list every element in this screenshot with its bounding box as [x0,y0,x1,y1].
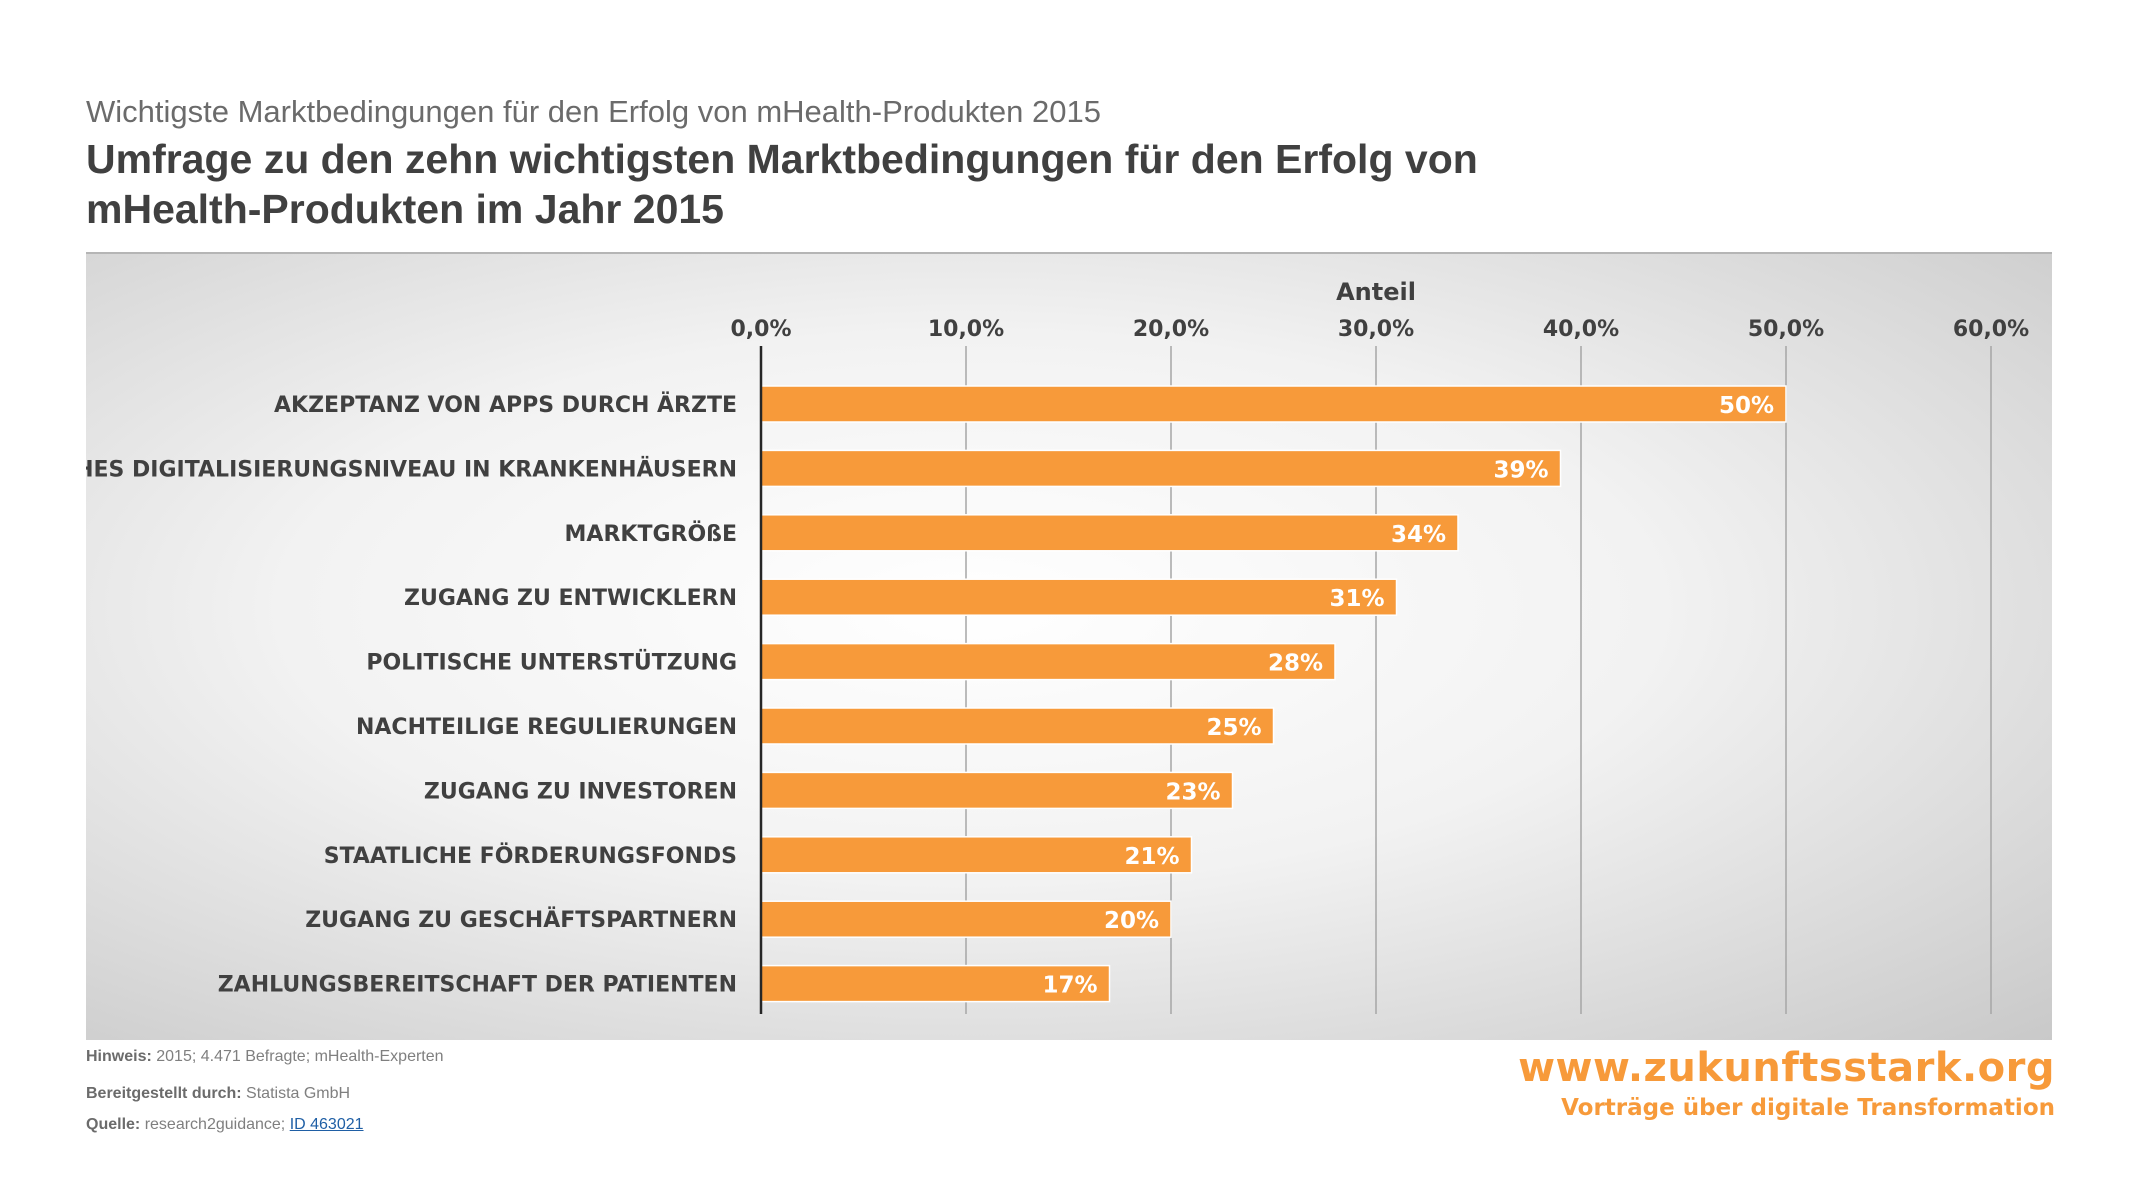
x-tick-label: 60,0% [1953,317,2029,342]
data-label: 39% [1493,457,1548,483]
x-tick-label: 30,0% [1338,317,1414,342]
bar [760,836,1193,874]
footer-note-label: Hinweis: [86,1048,152,1065]
source-id-link[interactable]: ID 463021 [289,1116,364,1133]
category-label: STAATLICHE FÖRDERUNGSFONDS [324,843,737,869]
category-label: POLITISCHE UNTERSTÜTZUNG [366,650,737,676]
bar [760,385,1787,423]
bar-chart: Anteil 0,0% 10,0% 20,0% 30,0% 40,0% 50,0% 60,0%… [86,278,2029,1014]
category-label: MARKTGRÖßE [565,521,737,547]
category-label: ZAHLUNGSBEREITSCHAFT DER PATIENTEN [218,973,737,998]
footer-note-text: 2015; 4.471 Befragte; mHealth-Experten [156,1048,444,1065]
data-label: 50% [1719,393,1774,419]
category-label: ZUGANG ZU GESCHÄFTSPARTNERN [305,907,737,933]
footer-source-label: Quelle: [86,1116,141,1133]
category-label: ZUGANG ZU INVESTOREN [424,779,737,804]
brand-url[interactable]: www.zukunftsstark.org [1518,1045,2055,1091]
x-tick-label: 0,0% [730,317,791,342]
x-tick-label: 10,0% [928,317,1004,342]
data-label: 31% [1329,586,1384,612]
bar [760,642,1336,681]
footer-source: Quelle: research2guidance; ID 463021 [86,1116,364,1134]
data-label: 17% [1042,973,1097,999]
category-label: ZUGANG ZU ENTWICKLERN [404,586,737,611]
footer-source-text: research2guidance; [144,1116,286,1133]
bar [760,449,1562,488]
data-label: 28% [1268,651,1323,677]
chart-title: Umfrage zu den zehn wichtigsten Marktbed… [86,136,1478,232]
x-axis-title: Anteil [1336,278,1416,306]
x-tick-label: 50,0% [1748,317,1824,342]
bar [760,964,1111,1003]
bar [760,707,1275,745]
footer-provided: Bereitgestellt durch: Statista GmbH [86,1085,350,1103]
footer-provided-label: Bereitgestellt durch: [86,1085,242,1102]
bar [760,514,1459,552]
data-label: 34% [1391,522,1446,548]
footer-note: Hinweis: 2015; 4.471 Befragte; mHealth-E… [86,1048,444,1066]
category-label: NACHTEILIGE REGULIERUNGEN [356,715,737,740]
chart-panel: Anteil 0,0% 10,0% 20,0% 30,0% 40,0% 50,0% 60,0%… [86,252,2052,1040]
bar [760,771,1234,810]
data-label: 20% [1104,908,1159,934]
data-label: 25% [1206,715,1261,741]
brand-tagline: Vorträge über digitale Transformation [1561,1095,2055,1121]
bar [760,578,1398,616]
data-label: 23% [1165,779,1220,805]
footer-provided-text: Statista GmbH [246,1085,351,1102]
x-tick-label: 20,0% [1133,317,1209,342]
category-label: AKZEPTANZ VON APPS DURCH ÄRZTE [274,392,737,418]
category-label: HOHES DIGITALISIERUNGSNIVEAU IN KRANKENH… [86,456,737,482]
data-label: 21% [1124,844,1179,870]
chart-subtitle: Wichtigste Marktbedingungen für den Erfo… [86,94,1101,129]
x-tick-label: 40,0% [1543,317,1619,342]
